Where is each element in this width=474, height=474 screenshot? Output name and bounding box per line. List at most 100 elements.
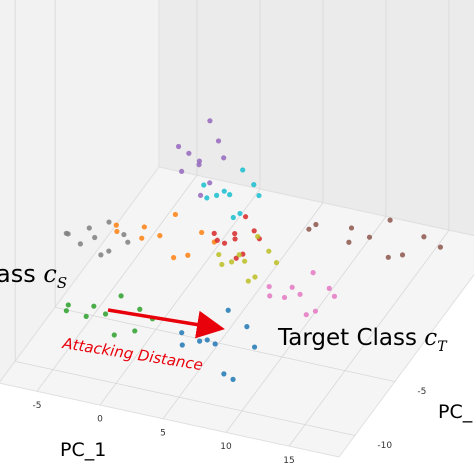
point bbox=[207, 118, 213, 124]
point bbox=[225, 307, 231, 313]
floor-pane bbox=[0, 166, 474, 458]
point bbox=[421, 234, 427, 240]
point bbox=[267, 293, 273, 299]
point bbox=[266, 283, 272, 290]
point bbox=[385, 254, 391, 260]
point bbox=[121, 231, 127, 238]
point bbox=[204, 195, 210, 201]
point bbox=[230, 214, 236, 221]
point bbox=[237, 210, 243, 217]
point bbox=[221, 240, 228, 246]
point bbox=[113, 222, 119, 228]
point bbox=[251, 228, 257, 234]
point bbox=[86, 225, 92, 231]
point bbox=[102, 311, 109, 317]
y-axis-label: PC_ bbox=[438, 401, 473, 423]
y-tick-label: -10 bbox=[377, 441, 392, 451]
point bbox=[251, 344, 258, 350]
point bbox=[232, 236, 238, 242]
point bbox=[207, 180, 213, 186]
point bbox=[266, 248, 272, 254]
point bbox=[65, 231, 71, 237]
point bbox=[212, 341, 218, 347]
point bbox=[106, 248, 112, 254]
point bbox=[326, 285, 332, 291]
point bbox=[92, 234, 98, 241]
point bbox=[251, 182, 257, 188]
point bbox=[186, 150, 192, 156]
point bbox=[256, 192, 262, 199]
point bbox=[236, 252, 242, 258]
point bbox=[348, 225, 355, 231]
point bbox=[172, 211, 178, 218]
source-symbol: c bbox=[43, 260, 56, 288]
source-text: ass bbox=[0, 260, 36, 288]
point bbox=[171, 255, 177, 261]
point bbox=[77, 241, 83, 247]
x-tick-label: 0 bbox=[97, 415, 103, 425]
point bbox=[196, 162, 202, 168]
point bbox=[63, 308, 69, 314]
point bbox=[331, 293, 338, 299]
point bbox=[137, 306, 143, 312]
arrow bbox=[107, 308, 225, 339]
grid-line bbox=[225, 216, 387, 433]
grid-line bbox=[99, 188, 261, 406]
point bbox=[310, 270, 316, 276]
point bbox=[273, 260, 280, 266]
point bbox=[98, 252, 104, 258]
point bbox=[199, 229, 205, 236]
point bbox=[214, 237, 220, 243]
point bbox=[366, 234, 373, 240]
point bbox=[141, 224, 147, 230]
grid-line bbox=[15, 361, 356, 437]
point bbox=[289, 284, 295, 290]
point bbox=[312, 308, 319, 314]
point bbox=[221, 188, 227, 194]
point bbox=[132, 328, 138, 334]
point bbox=[65, 302, 71, 308]
source-label: ass cS bbox=[0, 260, 67, 292]
point bbox=[214, 192, 220, 198]
target-text: Target Class bbox=[277, 325, 417, 351]
x-axis-label: PC_1 bbox=[60, 439, 106, 461]
x-tick-label: 10 bbox=[220, 442, 232, 452]
point bbox=[175, 143, 182, 150]
point bbox=[201, 182, 207, 188]
point bbox=[221, 155, 227, 161]
point bbox=[118, 293, 124, 299]
point bbox=[244, 324, 250, 330]
points bbox=[63, 118, 443, 382]
point bbox=[437, 244, 443, 250]
point bbox=[313, 221, 319, 228]
point bbox=[221, 371, 227, 377]
point bbox=[197, 192, 204, 198]
grid-line bbox=[162, 202, 324, 419]
target-label: Target Class cT bbox=[277, 325, 448, 355]
point bbox=[204, 337, 210, 343]
y-tick-label: -5 bbox=[417, 387, 426, 397]
point bbox=[83, 313, 89, 319]
source-sub: S bbox=[57, 274, 67, 292]
point bbox=[232, 230, 238, 237]
point bbox=[197, 338, 203, 344]
point bbox=[245, 278, 251, 284]
point bbox=[242, 258, 248, 264]
point bbox=[139, 235, 145, 241]
point bbox=[399, 252, 406, 258]
point bbox=[346, 239, 352, 245]
point bbox=[242, 214, 249, 220]
point bbox=[229, 259, 235, 265]
x-tick-label: -5 bbox=[33, 401, 42, 411]
point bbox=[157, 233, 163, 239]
point bbox=[91, 303, 97, 309]
point bbox=[179, 168, 185, 175]
point bbox=[216, 251, 222, 258]
x-tick-label: 5 bbox=[160, 428, 166, 438]
point bbox=[306, 226, 312, 232]
point bbox=[179, 330, 185, 336]
point bbox=[303, 312, 309, 318]
point bbox=[227, 192, 233, 198]
target-symbol: c bbox=[424, 325, 437, 351]
point bbox=[281, 294, 288, 301]
